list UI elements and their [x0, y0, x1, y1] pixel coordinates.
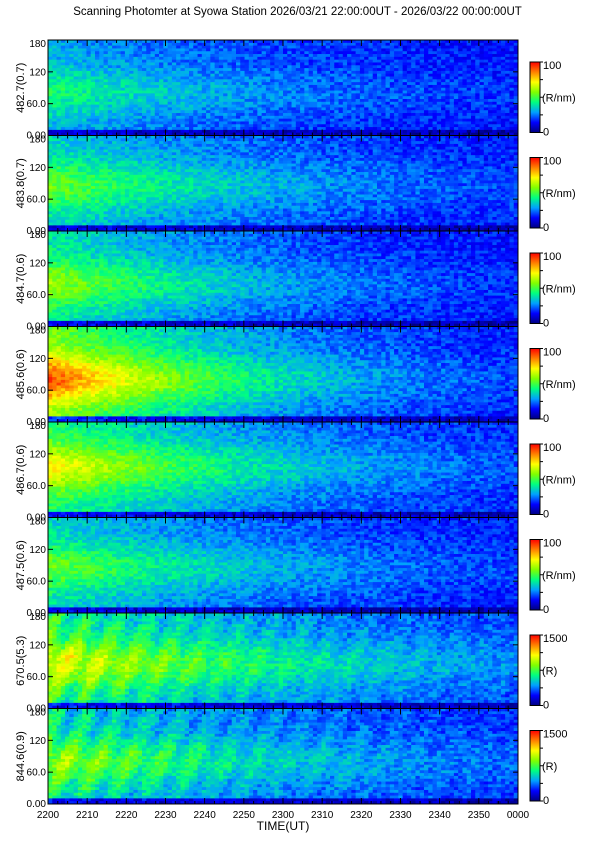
colorbar-unit-label: (R/nm): [542, 92, 576, 104]
panel-0: [48, 40, 543, 136]
colorbar-max-label: 100: [543, 60, 561, 72]
colorbar-min-label: 0: [543, 127, 549, 139]
colorbar: [530, 62, 540, 133]
y-tick-label: 120: [29, 67, 46, 78]
panel-label: 482.7(0.7): [15, 63, 27, 113]
y-tick-label: 180: [29, 39, 46, 50]
panel-1: [48, 136, 543, 232]
y-tick-label: 60.0: [27, 99, 47, 110]
